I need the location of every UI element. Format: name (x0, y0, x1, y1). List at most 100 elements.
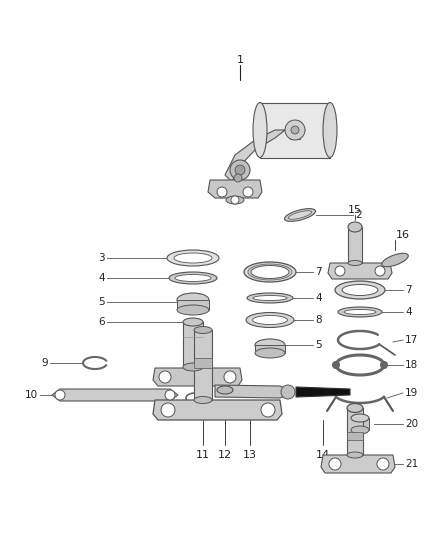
Polygon shape (52, 389, 178, 401)
Circle shape (329, 458, 341, 470)
Text: 15: 15 (348, 205, 362, 215)
Text: 13: 13 (243, 450, 257, 460)
Polygon shape (321, 455, 395, 473)
Ellipse shape (351, 426, 369, 434)
Ellipse shape (348, 261, 362, 265)
Ellipse shape (255, 348, 285, 358)
Bar (347, 408, 363, 455)
Ellipse shape (194, 397, 212, 403)
Circle shape (281, 385, 295, 399)
Text: 12: 12 (218, 450, 232, 460)
Text: 1: 1 (237, 55, 244, 65)
Ellipse shape (285, 208, 315, 221)
Text: 5: 5 (99, 297, 105, 307)
Ellipse shape (226, 196, 244, 204)
Polygon shape (296, 387, 350, 397)
Text: 10: 10 (25, 390, 38, 400)
Text: 14: 14 (316, 450, 330, 460)
Ellipse shape (288, 211, 311, 219)
Ellipse shape (177, 293, 209, 307)
Circle shape (235, 165, 245, 175)
Ellipse shape (253, 295, 287, 301)
Text: 9: 9 (41, 358, 48, 368)
Ellipse shape (323, 102, 337, 157)
Circle shape (332, 361, 339, 368)
Text: 7: 7 (315, 267, 321, 277)
Text: 16: 16 (396, 230, 410, 240)
Ellipse shape (347, 403, 363, 413)
Circle shape (55, 390, 65, 400)
Bar (260, 103, 330, 158)
Circle shape (234, 174, 242, 182)
Polygon shape (208, 180, 262, 198)
Ellipse shape (246, 312, 294, 327)
Circle shape (165, 390, 175, 400)
Text: 21: 21 (405, 459, 418, 469)
Circle shape (285, 120, 305, 140)
Ellipse shape (194, 327, 212, 334)
Text: 18: 18 (405, 360, 418, 370)
Ellipse shape (183, 318, 203, 326)
Ellipse shape (177, 305, 209, 315)
Bar (177, 300, 209, 310)
Circle shape (377, 458, 389, 470)
Circle shape (381, 361, 388, 368)
Text: 3: 3 (99, 253, 105, 263)
Ellipse shape (255, 339, 285, 351)
Ellipse shape (174, 253, 212, 263)
Polygon shape (153, 400, 282, 420)
Ellipse shape (167, 250, 219, 266)
Ellipse shape (351, 414, 369, 422)
Ellipse shape (252, 316, 287, 325)
Text: 4: 4 (405, 307, 412, 317)
Ellipse shape (175, 274, 211, 281)
Polygon shape (153, 368, 242, 386)
Ellipse shape (217, 386, 233, 394)
Circle shape (375, 266, 385, 276)
Ellipse shape (251, 265, 289, 279)
Bar (183, 322, 203, 367)
Ellipse shape (342, 285, 378, 295)
Ellipse shape (338, 307, 382, 317)
Bar (348, 227, 362, 263)
Circle shape (231, 196, 239, 204)
Bar (255, 345, 285, 353)
Circle shape (230, 160, 250, 180)
Text: 11: 11 (196, 450, 210, 460)
Ellipse shape (382, 253, 408, 266)
Circle shape (291, 126, 299, 134)
Polygon shape (215, 385, 295, 398)
Circle shape (335, 266, 345, 276)
Text: 6: 6 (99, 317, 105, 327)
Ellipse shape (244, 262, 296, 282)
Ellipse shape (344, 310, 376, 314)
Text: 7: 7 (405, 285, 412, 295)
Bar (194, 330, 212, 400)
Ellipse shape (183, 363, 203, 371)
Bar (194, 358, 212, 368)
Text: 8: 8 (315, 315, 321, 325)
Ellipse shape (348, 222, 362, 232)
Text: 19: 19 (405, 388, 418, 398)
Bar (351, 418, 369, 430)
Text: 5: 5 (315, 340, 321, 350)
Ellipse shape (169, 272, 217, 284)
Polygon shape (328, 263, 392, 279)
Circle shape (224, 371, 236, 383)
Bar (347, 432, 363, 440)
Ellipse shape (335, 281, 385, 299)
Text: 4: 4 (99, 273, 105, 283)
Circle shape (243, 187, 253, 197)
Ellipse shape (247, 293, 293, 303)
Circle shape (159, 371, 171, 383)
Ellipse shape (347, 452, 363, 458)
Text: 20: 20 (405, 419, 418, 429)
Circle shape (261, 403, 275, 417)
Ellipse shape (248, 264, 292, 280)
Circle shape (161, 403, 175, 417)
Ellipse shape (253, 102, 267, 157)
Text: 2: 2 (355, 210, 362, 220)
Circle shape (217, 187, 227, 197)
Polygon shape (225, 130, 285, 182)
Text: 4: 4 (315, 293, 321, 303)
